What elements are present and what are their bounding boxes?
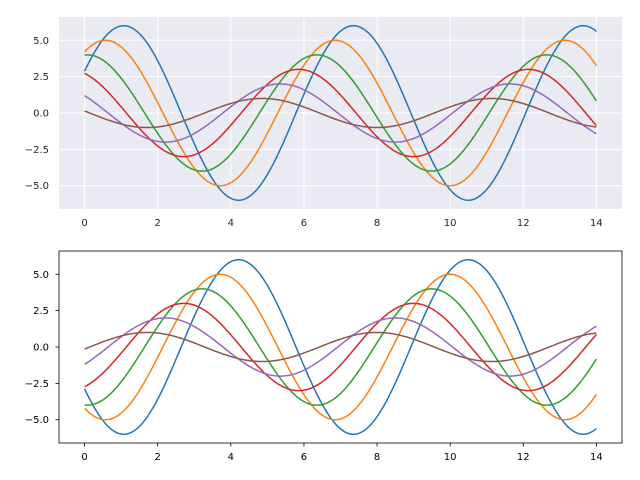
x-tick-label: 4 [228,452,234,463]
y-tick-label: −2.5 [25,145,49,156]
x-tick-label: 4 [228,218,234,229]
series-line-6 [84,331,597,363]
chart-panel-1: 0 2 4 6 8 10 12 14 5.0 2.5 0.0 −2.5 −5.0 [25,17,622,229]
x-tick-label: 0 [81,452,87,463]
y-tick-label: −2.5 [25,379,49,390]
x-tick-label: 14 [590,452,603,463]
y-tick-label: −5.0 [25,415,49,426]
series-line-6 [84,97,597,129]
plot-area [59,251,622,443]
series-line-1 [83,24,597,202]
x-tick-label: 10 [444,452,457,463]
x-tick-label: 12 [517,218,530,229]
y-tick-label: 0.0 [33,109,49,120]
series-line-3 [84,288,598,406]
x-tick-label: 8 [374,218,380,229]
y-tick-label: −5.0 [25,181,49,192]
series-line-5 [84,83,597,143]
chart-panel-2: 0 2 4 6 8 10 12 14 5.0 2.5 0.0 −2.5 −5.0 [25,250,623,463]
y-tick-label: 0.0 [33,343,49,354]
x-tick-label: 10 [444,218,457,229]
x-tick-label: 2 [155,218,161,229]
series-line-2 [84,39,598,187]
series-line-3 [84,54,598,172]
x-tick-label: 8 [374,452,380,463]
x-tick-label: 6 [301,452,307,463]
y-tick-label: 5.0 [33,270,49,281]
x-tick-label: 14 [590,218,603,229]
x-tick-label: 2 [155,452,161,463]
series-line-4 [84,68,597,158]
series-line-4 [84,302,597,392]
x-tick-label: 0 [81,218,87,229]
x-tick-label: 12 [517,452,530,463]
series-line-5 [84,317,597,377]
y-tick-label: 2.5 [33,72,49,83]
y-tick-label: 2.5 [33,306,49,317]
y-tick-label: 5.0 [33,36,49,47]
series-line-1 [83,258,597,436]
series-line-2 [84,273,598,421]
x-tick-label: 6 [301,218,307,229]
